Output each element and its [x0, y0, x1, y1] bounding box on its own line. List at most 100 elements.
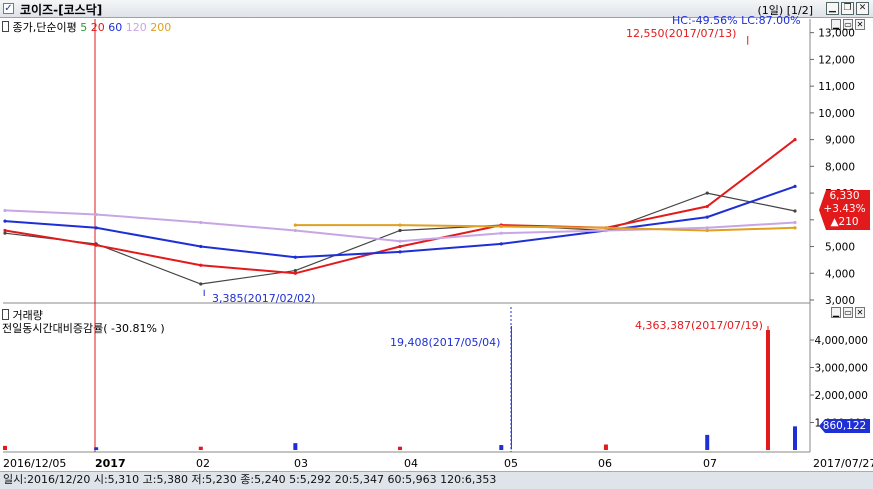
series-point-120 [793, 220, 797, 225]
volume-peak-annotation: 4,363,387(2017/07/19) [635, 319, 763, 332]
volume-title-text: 거래량 [12, 309, 43, 322]
volume-y-tick-label: 4,000,000 [815, 335, 868, 347]
window-checkbox[interactable]: ✓ [3, 3, 14, 14]
price-legend-icon [2, 21, 9, 32]
price-y-tick-label: 11,000 [818, 81, 855, 93]
volume-plot [3, 326, 797, 450]
ma-label-5: 5 [80, 21, 88, 34]
volume-subtitle: 전일동시간대비증감률( -30.81% ) [2, 322, 165, 335]
series-point-120 [293, 228, 297, 233]
panel-minimize-icon[interactable]: ▁ [831, 19, 841, 30]
current-price: 6,330 [829, 190, 860, 202]
price-y-tick-label: 3,000 [825, 295, 855, 307]
price-plot [3, 36, 797, 296]
ma-label-20: 20 [90, 21, 105, 34]
current-change: ▲210 [830, 216, 859, 228]
window-titlebar: ✓ 코이즈-[코스닥] (1일) [1/2] ▁ ❐ ✕ [0, 0, 873, 18]
x-label-2017: 2017 [95, 457, 126, 470]
current-change-pct: +3.43% [823, 203, 866, 215]
price-y-tick-label: 4,000 [825, 268, 855, 280]
x-label-start: 2016/12/05 [3, 457, 67, 470]
series-point-60 [705, 215, 709, 219]
volume-restore-icon[interactable]: ▭ [843, 307, 853, 318]
series-point-200 [793, 226, 797, 230]
series-point-20 [199, 263, 203, 267]
panel-restore-icon[interactable]: ▭ [843, 19, 853, 30]
series-point-120 [94, 212, 98, 217]
series-point-종가 [705, 191, 709, 195]
series-point-60 [293, 255, 297, 259]
volume-bar [765, 330, 770, 450]
status-bar: 일시:2016/12/20 시:5,310 고:5,380 저:5,230 종:… [0, 471, 873, 489]
current-price-tag: 6,330 +3.43% ▲210 [819, 190, 870, 230]
volume-bar [398, 446, 402, 450]
high-price-annotation: 12,550(2017/07/13) [626, 27, 737, 40]
current-volume-tag: 860,122 [819, 419, 870, 433]
price-y-tick-label: 9,000 [825, 135, 855, 147]
series-point-20 [398, 244, 402, 249]
price-y-tick-label: 12,000 [818, 54, 855, 66]
low-price-annotation: 3,385(2017/02/02) [212, 292, 316, 305]
series-point-200 [398, 223, 402, 227]
ma-label-120: 120 [125, 21, 147, 34]
series-point-종가 [793, 209, 797, 213]
volume-bar [3, 445, 7, 450]
volume-bar [499, 445, 504, 450]
price-y-tick-label: 13,000 [818, 28, 855, 40]
x-label-06: 06 [598, 457, 612, 470]
x-label-05: 05 [504, 457, 518, 470]
volume-bar [793, 426, 797, 450]
volume-minimize-icon[interactable]: ▁ [831, 307, 841, 318]
series-point-120 [3, 208, 7, 213]
series-line-200 [295, 224, 796, 232]
page-indicator: (1일) [1/2] [757, 4, 813, 17]
series-point-200 [499, 224, 503, 229]
ma-label-200: 200 [150, 21, 172, 34]
series-point-종가 [293, 268, 297, 273]
series-point-20 [3, 228, 7, 233]
series-point-120 [604, 228, 608, 233]
series-point-60 [3, 219, 7, 223]
current-volume: 860,122 [822, 420, 867, 432]
volume-bar [603, 444, 608, 450]
volume-title: 거래량 [2, 307, 43, 323]
panel-close-icon[interactable]: ✕ [855, 19, 865, 30]
minimize-button[interactable]: ▁ [826, 2, 839, 15]
series-point-60 [199, 244, 203, 249]
x-label-02: 02 [196, 457, 210, 470]
series-point-60 [499, 242, 503, 246]
hc-lc-readout: HC:-49.56% LC:87.00% [672, 14, 801, 27]
volume-y-tick-label: 3,000,000 [815, 363, 868, 375]
volume-y-tick-label: 2,000,000 [815, 390, 868, 402]
price-legend: 종가,단순이평 5 20 60 120 200 [2, 19, 171, 35]
series-point-20 [293, 271, 297, 275]
x-label-07: 07 [703, 457, 717, 470]
restore-button[interactable]: ❐ [841, 2, 854, 15]
series-point-200 [604, 226, 608, 230]
series-point-20 [94, 243, 98, 247]
volume-bar [198, 446, 203, 450]
series-point-200 [705, 228, 709, 233]
ma-label-60: 60 [108, 21, 123, 34]
series-line-종가 [4, 192, 796, 285]
volume-bar [705, 434, 710, 450]
series-point-200 [293, 223, 297, 227]
series-point-60 [94, 226, 98, 230]
close-button[interactable]: ✕ [856, 2, 869, 15]
volume-bar [94, 447, 99, 450]
series-point-120 [199, 220, 203, 225]
volume-legend-icon [2, 309, 9, 320]
series-point-종가 [199, 282, 203, 286]
series-point-20 [793, 138, 797, 142]
volume-close-icon[interactable]: ✕ [855, 307, 865, 318]
x-label-end: 2017/07/27 [813, 457, 873, 470]
series-point-60 [398, 250, 402, 254]
series-point-종가 [398, 228, 402, 233]
volume-date-annotation: 19,408(2017/05/04) [390, 336, 501, 349]
price-y-tick-label: 10,000 [818, 108, 855, 120]
x-label-03: 03 [294, 457, 308, 470]
x-label-04: 04 [404, 457, 418, 470]
series-point-20 [705, 204, 709, 209]
price-y-tick-label: 5,000 [825, 242, 855, 254]
